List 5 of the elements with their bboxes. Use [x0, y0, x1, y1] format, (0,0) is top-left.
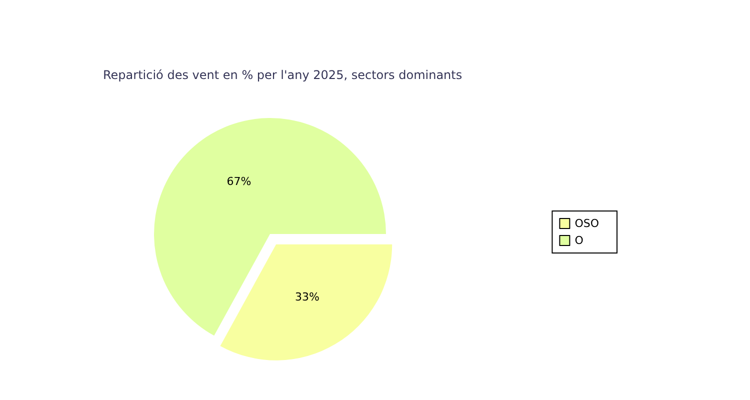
- chart-title: Repartició des vent en % per l'any 2025, sectors dominants: [103, 68, 462, 82]
- legend-label: OSO: [574, 217, 600, 230]
- data-label: 67%: [226, 174, 252, 188]
- data-label: 33%: [294, 290, 320, 304]
- legend-label: O: [574, 234, 584, 247]
